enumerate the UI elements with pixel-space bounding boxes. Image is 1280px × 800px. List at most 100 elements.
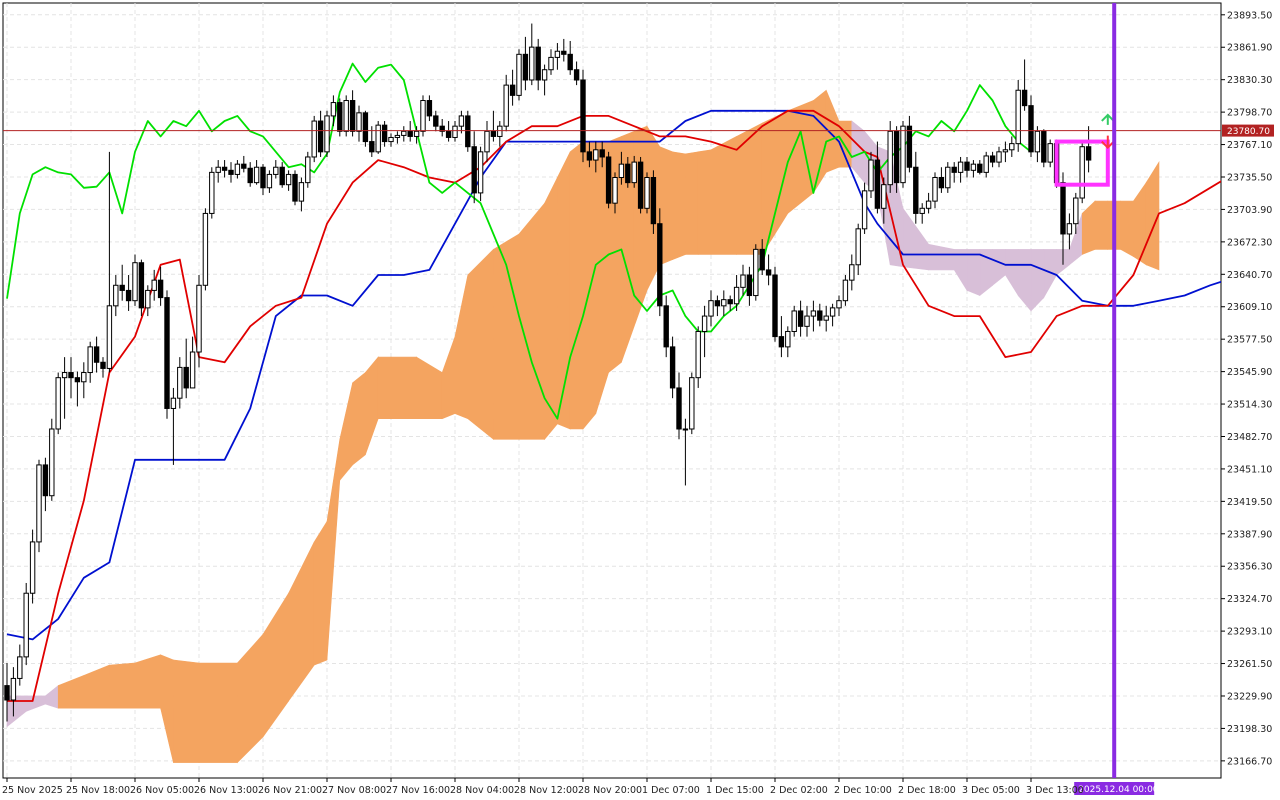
candle-bull — [401, 130, 407, 136]
candle-bull — [420, 100, 426, 132]
candle-bull — [593, 149, 599, 161]
candle-bear — [522, 53, 529, 81]
candle-bull — [484, 130, 490, 153]
x-tick-label: 27 Nov 16:00 — [386, 785, 450, 796]
kumo-segment — [518, 202, 545, 440]
candle-bull — [61, 372, 68, 379]
kumo-segment — [966, 249, 981, 296]
candle-bull — [849, 264, 855, 281]
candle-bull — [868, 159, 874, 192]
candle-bull — [132, 262, 138, 302]
candle-bull — [631, 161, 637, 184]
candle-bull — [753, 248, 759, 297]
arrow-down-icon — [1101, 135, 1115, 150]
candle-bull — [996, 151, 1002, 163]
candle-bear — [797, 310, 804, 327]
candle-bull — [1015, 89, 1021, 145]
candle-bear — [260, 166, 266, 189]
candle-bear — [221, 166, 228, 171]
y-tick-label: 23703.90 — [1227, 205, 1272, 216]
candle-bull — [836, 300, 842, 309]
kumo-segment — [390, 356, 417, 420]
y-tick-label: 23893.50 — [1227, 10, 1272, 21]
candle-bull — [413, 130, 420, 137]
candle-bull — [196, 284, 202, 353]
candle-bear — [445, 130, 452, 138]
overlays: 23780.70 2025.12.04 00:00 — [3, 3, 1274, 795]
candle-bull — [644, 177, 650, 209]
candle-bear — [509, 84, 516, 96]
y-tick-label: 23514.30 — [1227, 400, 1272, 411]
candle-bear — [906, 125, 913, 168]
candle-bull — [1009, 143, 1015, 151]
candle-bear — [977, 163, 983, 173]
y-tick-label: 23545.90 — [1227, 367, 1272, 378]
y-tick-label: 23609.10 — [1227, 302, 1272, 313]
kumo-segment — [377, 356, 392, 420]
candle-bull — [842, 279, 849, 302]
candle-bear — [183, 366, 189, 389]
candle-bear — [580, 79, 586, 153]
candle-bear — [407, 130, 413, 137]
candle-bull — [477, 151, 484, 194]
kumo-segment — [582, 141, 597, 430]
candle-bear — [567, 53, 573, 71]
y-tick-label: 23577.50 — [1227, 335, 1272, 346]
kumo-segment — [352, 371, 366, 466]
y-tick-label: 23767.10 — [1227, 140, 1272, 151]
y-tick-label: 23735.50 — [1227, 172, 1272, 183]
candle-bull — [189, 351, 196, 389]
candle-bear — [100, 361, 106, 369]
candle-bull — [10, 677, 17, 701]
candle-bull — [829, 307, 836, 317]
y-tick-label: 23356.30 — [1227, 562, 1272, 573]
candle-bear — [247, 167, 253, 184]
candle-bull — [957, 161, 964, 173]
candle-bull — [145, 289, 151, 309]
x-tick-label: 27 Nov 08:00 — [322, 785, 386, 796]
current-price-label: 23780.70 — [1227, 127, 1270, 137]
candle-bear — [228, 169, 234, 175]
cursor-time-label: 2025.12.04 00:00 — [1078, 785, 1159, 795]
candle-bull — [689, 377, 695, 430]
candle-bear — [317, 120, 324, 153]
x-tick-label: 26 Nov 05:00 — [130, 785, 194, 796]
candle-bull — [516, 53, 522, 96]
ichimoku-cloud — [6, 89, 1160, 764]
candle-bull — [266, 173, 273, 189]
kumo-segment — [173, 659, 200, 763]
candle-bull — [113, 284, 119, 307]
x-tick-label: 3 Dec 13:00 — [1026, 785, 1084, 796]
candle-bear — [1041, 130, 1047, 163]
candle-bear — [964, 161, 970, 171]
candle-bull — [324, 115, 330, 153]
candle-bear — [663, 305, 669, 348]
y-tick-label: 23293.10 — [1227, 627, 1272, 638]
x-tick-label: 2 Dec 02:00 — [770, 785, 828, 796]
x-tick-label: 26 Nov 13:00 — [194, 785, 258, 796]
candle-bull — [49, 428, 55, 497]
candle-bear — [535, 46, 541, 81]
kumo-segment — [569, 140, 584, 430]
candle-bull — [356, 112, 362, 132]
candle-bull — [36, 464, 42, 543]
candle-bear — [119, 284, 125, 291]
indicator-lines — [6, 62, 1221, 702]
candle-bear — [1060, 182, 1066, 235]
kumo-segment — [710, 135, 737, 255]
candle-bear — [1021, 89, 1028, 107]
candle-bull — [1066, 223, 1073, 235]
candle-bull — [394, 134, 401, 138]
x-tick-label: 2 Dec 18:00 — [898, 785, 956, 796]
kijun-sen-line — [6, 109, 1221, 641]
candle-bear — [337, 102, 343, 132]
candle-bear — [279, 166, 285, 186]
x-tick-label: 3 Dec 05:00 — [962, 785, 1020, 796]
candle-bull — [791, 310, 797, 332]
candles — [4, 23, 1092, 722]
kumo-segment — [633, 125, 648, 327]
candle-bull — [497, 125, 503, 137]
x-tick-label: 28 Nov 12:00 — [514, 785, 578, 796]
